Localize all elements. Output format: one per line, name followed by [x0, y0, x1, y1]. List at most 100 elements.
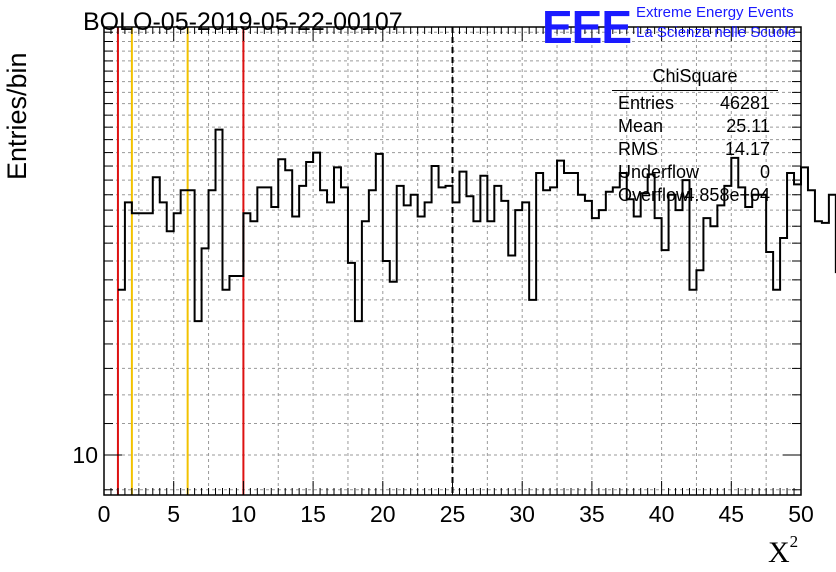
- stat-row-overflow: Overflow 4.858e+04: [618, 185, 770, 207]
- histogram-bin: [536, 173, 543, 495]
- stat-row-rms: RMS 14.17: [618, 139, 770, 161]
- x-tick-label: 20: [370, 501, 396, 527]
- histogram-bin: [752, 195, 759, 495]
- histogram-bin: [174, 213, 181, 495]
- histogram-bin: [815, 221, 822, 495]
- histogram-bin: [648, 174, 655, 495]
- x-tick-label: 45: [719, 501, 745, 527]
- histogram-bin: [766, 252, 773, 495]
- histogram-bin: [696, 270, 703, 495]
- histogram-bin: [829, 195, 836, 495]
- histogram-bin: [146, 213, 153, 495]
- histogram-bin: [327, 202, 334, 495]
- histogram-bin: [125, 202, 132, 495]
- histogram-bin: [341, 187, 348, 495]
- stat-row-underflow: Underflow 0: [618, 162, 770, 184]
- histogram-bin: [494, 186, 501, 495]
- x-tick-label: 25: [440, 501, 466, 527]
- histogram-bin: [306, 162, 313, 495]
- histogram-bin: [369, 190, 376, 495]
- histogram-bin: [745, 207, 752, 495]
- histogram-bin: [508, 256, 515, 495]
- histogram-series: [117, 128, 836, 323]
- x-tick-label: 30: [509, 501, 535, 527]
- histogram-bin: [780, 238, 787, 495]
- x-tick-label: 5: [167, 501, 180, 527]
- histogram-bin: [153, 177, 160, 495]
- histogram-bin: [243, 213, 250, 495]
- histogram-bin: [411, 195, 418, 495]
- logo-line-1: Extreme Energy Events: [636, 4, 794, 21]
- histogram-bin: [292, 216, 299, 495]
- histogram-bin: [285, 170, 292, 495]
- histogram-bin: [118, 290, 125, 495]
- x-axis-label: X2: [768, 532, 798, 570]
- histogram-bin: [550, 187, 557, 495]
- histogram-bin: [209, 190, 216, 495]
- histogram-bin: [543, 190, 550, 495]
- histogram-bin: [676, 210, 683, 495]
- x-tick-label: 15: [300, 501, 326, 527]
- histogram-bin: [418, 216, 425, 495]
- stat-value: 4.858e+04: [684, 185, 770, 205]
- stat-label: Mean: [618, 116, 664, 136]
- histogram-bin: [390, 282, 397, 495]
- stat-label: Overflow: [618, 185, 690, 205]
- histogram-bin: [522, 202, 529, 495]
- histogram-bin: [459, 172, 466, 495]
- stat-row-entries: Entries 46281: [618, 93, 770, 115]
- histogram-bin: [299, 186, 306, 495]
- x-tick-label: 10: [231, 501, 257, 527]
- histogram-bin: [564, 173, 571, 495]
- histogram-bin: [787, 173, 794, 495]
- histogram-bin: [334, 167, 341, 495]
- histogram-bin: [362, 221, 369, 495]
- stat-row-mean: Mean 25.11: [618, 116, 770, 138]
- histogram-bin: [222, 290, 229, 495]
- histogram-bin: [571, 173, 578, 495]
- histogram-bin: [439, 187, 446, 495]
- histogram-bin: [236, 276, 243, 495]
- histogram-bin: [432, 166, 439, 495]
- histogram-bin: [759, 195, 766, 495]
- histogram-bin: [683, 180, 690, 495]
- histogram-bin: [557, 161, 564, 495]
- histogram-bin: [466, 196, 473, 495]
- histogram-bin: [662, 250, 669, 495]
- stat-label: Underflow: [618, 162, 700, 182]
- stat-label: RMS: [618, 139, 658, 159]
- histogram-bin: [376, 154, 383, 495]
- histogram-bin: [480, 176, 487, 495]
- histogram-bin: [599, 210, 606, 495]
- histogram-bin: [501, 201, 508, 495]
- histogram-bin: [188, 190, 195, 495]
- histogram-bin: [515, 210, 522, 495]
- x-axis-label-text: X: [768, 536, 790, 569]
- histogram-bin: [271, 207, 278, 495]
- histogram-bin: [160, 202, 167, 495]
- histogram-bin: [313, 153, 320, 495]
- histogram-bin: [634, 216, 641, 495]
- histogram-bin: [355, 321, 362, 495]
- logo-line-2: La Scienza nelle Scuole: [636, 24, 797, 41]
- y-tick-label: 10: [72, 442, 98, 468]
- stats-box: ChiSquare Entries 46281 Mean 25.11 RMS 1…: [612, 66, 778, 214]
- histogram-bin: [383, 261, 390, 495]
- histogram-bin: [689, 290, 696, 495]
- histogram-bin: [425, 202, 432, 495]
- histogram-bin: [132, 213, 139, 495]
- stat-label: Entries: [618, 93, 675, 113]
- histogram-bin: [738, 187, 745, 495]
- histogram-bin: [703, 218, 710, 495]
- histogram-bin: [446, 186, 453, 495]
- histogram-bin: [404, 205, 411, 495]
- eee-logo: EEE: [542, 1, 632, 53]
- histogram-bin: [808, 190, 815, 495]
- histogram-bin: [348, 263, 355, 495]
- x-tick-label: 40: [649, 501, 675, 527]
- stat-value: 46281: [719, 93, 770, 113]
- histogram-bin: [487, 221, 494, 495]
- x-tick-label: 0: [98, 501, 111, 527]
- x-axis-label-superscript: 2: [789, 532, 799, 551]
